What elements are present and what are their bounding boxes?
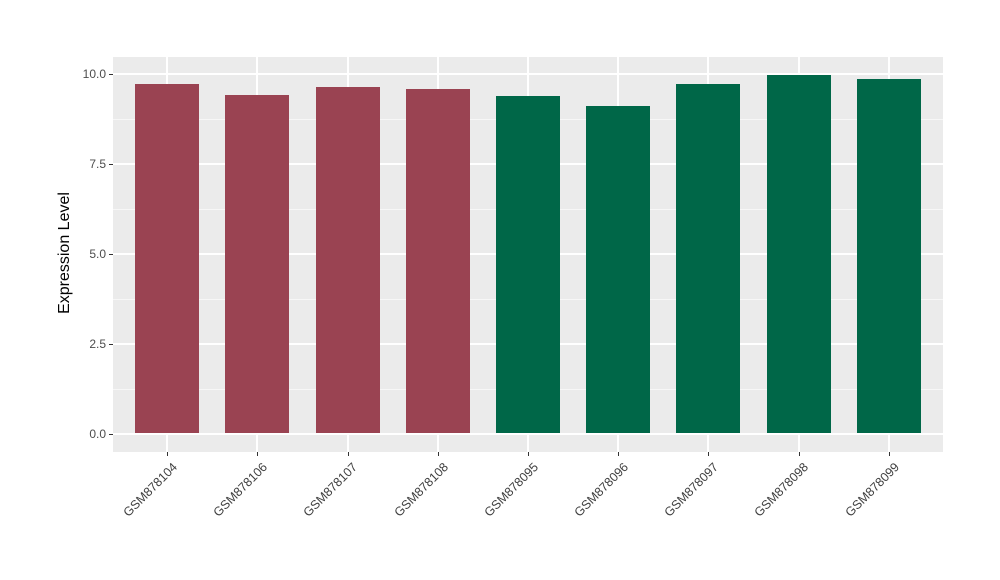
x-tick-mark: [708, 452, 710, 456]
x-tick-mark: [437, 452, 439, 456]
x-tick-label-GSM878099: GSM878099: [842, 460, 902, 520]
x-tick-mark: [347, 452, 349, 456]
x-tick-label-GSM878098: GSM878098: [752, 460, 812, 520]
y-tick-label: 7.5: [89, 156, 106, 171]
y-tick-label: 0.0: [89, 426, 106, 441]
bar-GSM878106: [225, 94, 290, 434]
y-tick-label: 2.5: [89, 336, 106, 351]
x-tick-mark: [257, 452, 259, 456]
bar-GSM878096: [586, 105, 651, 434]
y-tick-label: 10.0: [82, 67, 106, 81]
bar-GSM878095: [496, 95, 560, 434]
x-tick-mark: [528, 452, 529, 456]
y-tick-mark: [109, 163, 113, 165]
x-tick-label-GSM878104: GSM878104: [120, 460, 181, 520]
bar-GSM878107: [315, 86, 380, 434]
x-tick-mark: [618, 452, 620, 456]
y-tick-mark: [109, 433, 113, 435]
bar-GSM878099: [856, 79, 921, 434]
bar-GSM878108: [405, 88, 470, 434]
bar-GSM878104: [135, 83, 200, 434]
x-tick-label-GSM878106: GSM878106: [210, 460, 271, 520]
x-tick-mark: [888, 452, 890, 456]
y-tick-mark: [109, 74, 113, 75]
y-tick-label: 5.0: [89, 246, 106, 261]
plot-panel: [113, 57, 943, 452]
x-tick-mark: [167, 452, 169, 456]
x-tick-label-GSM878097: GSM878097: [661, 460, 722, 520]
x-tick-label-GSM878095: GSM878095: [481, 460, 541, 520]
y-tick-mark: [109, 253, 113, 255]
x-tick-label-GSM878096: GSM878096: [571, 460, 632, 520]
y-tick-mark: [109, 343, 113, 345]
bar-GSM878098: [766, 75, 831, 434]
x-tick-label-GSM878108: GSM878108: [391, 460, 451, 520]
bar-GSM878097: [676, 83, 741, 434]
x-tick-label-GSM878107: GSM878107: [300, 460, 361, 520]
x-tick-mark: [798, 452, 800, 456]
